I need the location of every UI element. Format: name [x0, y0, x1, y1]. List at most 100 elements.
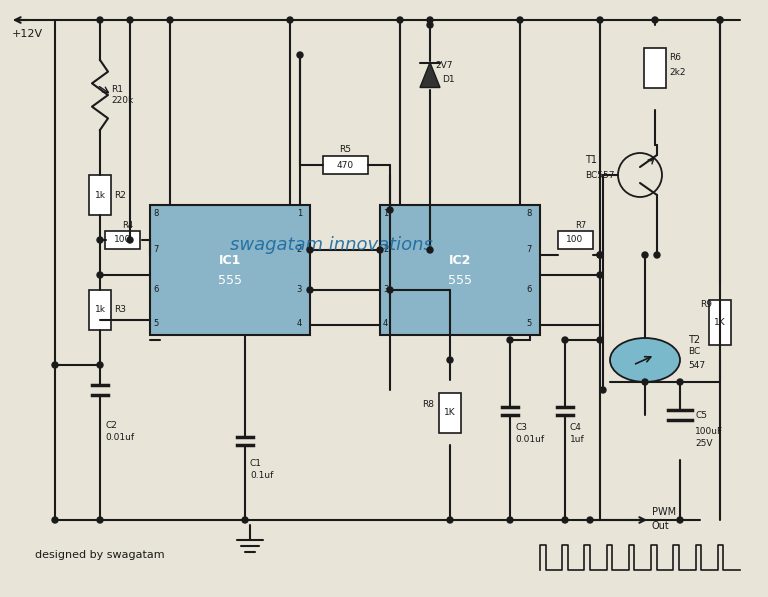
Text: 1: 1	[296, 208, 302, 217]
Text: swagatam innovations: swagatam innovations	[230, 236, 433, 254]
Bar	[89, 290, 111, 330]
Text: 100: 100	[114, 235, 131, 245]
Text: 1: 1	[383, 208, 389, 217]
Circle shape	[97, 272, 103, 278]
Circle shape	[447, 517, 453, 523]
Circle shape	[167, 17, 173, 23]
Text: 4: 4	[383, 319, 389, 328]
Text: D1: D1	[442, 75, 455, 85]
Text: 8: 8	[527, 208, 532, 217]
Circle shape	[597, 252, 603, 258]
Text: R5: R5	[339, 146, 351, 155]
Text: 1k: 1k	[94, 190, 105, 199]
Text: R7: R7	[575, 220, 586, 229]
Circle shape	[242, 517, 248, 523]
Text: 8: 8	[153, 208, 158, 217]
Circle shape	[517, 17, 523, 23]
Circle shape	[397, 17, 403, 23]
Text: 100uF: 100uF	[695, 426, 723, 435]
Circle shape	[307, 247, 313, 253]
Circle shape	[287, 17, 293, 23]
Circle shape	[127, 17, 133, 23]
Circle shape	[600, 387, 606, 393]
Text: 0.01uf: 0.01uf	[105, 433, 134, 442]
Text: C2: C2	[105, 420, 117, 429]
Circle shape	[652, 17, 658, 23]
Circle shape	[387, 287, 393, 293]
Circle shape	[97, 17, 103, 23]
Circle shape	[642, 252, 648, 258]
Bar	[709, 300, 731, 345]
Text: 470: 470	[336, 161, 353, 170]
Circle shape	[562, 517, 568, 523]
Text: 2k2: 2k2	[669, 68, 686, 77]
Text: T2: T2	[688, 335, 700, 345]
Circle shape	[597, 337, 603, 343]
Circle shape	[427, 247, 433, 253]
Polygon shape	[420, 63, 440, 88]
Text: 3: 3	[383, 285, 389, 294]
Circle shape	[597, 17, 603, 23]
Text: designed by swagatam: designed by swagatam	[35, 550, 164, 560]
Bar	[89, 175, 111, 215]
Text: R9: R9	[700, 300, 712, 309]
Circle shape	[677, 379, 683, 385]
Text: 1K: 1K	[714, 318, 726, 327]
Text: BC: BC	[688, 347, 700, 356]
Circle shape	[717, 17, 723, 23]
Circle shape	[377, 247, 383, 253]
Text: C5: C5	[695, 411, 707, 420]
Circle shape	[654, 252, 660, 258]
Text: IC1: IC1	[219, 254, 241, 266]
Text: 555: 555	[218, 273, 242, 287]
Text: 6: 6	[153, 285, 158, 294]
Text: 0.1uf: 0.1uf	[250, 470, 273, 479]
Circle shape	[642, 379, 648, 385]
Text: 1k: 1k	[94, 306, 105, 315]
Bar	[323, 156, 368, 174]
Text: 7: 7	[153, 245, 158, 254]
Ellipse shape	[610, 338, 680, 382]
Circle shape	[597, 252, 603, 258]
Text: C4: C4	[570, 423, 582, 432]
Text: 0.01uf: 0.01uf	[515, 435, 544, 444]
Text: +12V: +12V	[12, 29, 43, 39]
FancyBboxPatch shape	[380, 205, 540, 335]
Text: 2: 2	[383, 245, 389, 254]
Text: 6: 6	[527, 285, 532, 294]
Text: 100: 100	[566, 235, 584, 245]
Text: 7: 7	[527, 245, 532, 254]
Bar	[644, 48, 666, 88]
Text: 3: 3	[296, 285, 302, 294]
Circle shape	[507, 517, 513, 523]
Text: 2V7: 2V7	[435, 60, 452, 69]
Text: 4: 4	[296, 319, 302, 328]
Text: 555: 555	[448, 273, 472, 287]
Text: 5: 5	[153, 319, 158, 328]
Circle shape	[307, 287, 313, 293]
Text: 1uf: 1uf	[570, 435, 584, 444]
Text: 1K: 1K	[444, 408, 456, 417]
Circle shape	[427, 22, 433, 28]
Circle shape	[97, 517, 103, 523]
Text: R4: R4	[123, 220, 134, 229]
Text: IC2: IC2	[449, 254, 472, 266]
Circle shape	[297, 52, 303, 58]
Bar	[558, 231, 592, 249]
Text: 5: 5	[527, 319, 532, 328]
Circle shape	[387, 207, 393, 213]
Text: 547: 547	[688, 361, 705, 370]
Text: 25V: 25V	[695, 439, 713, 448]
Text: C1: C1	[250, 458, 262, 467]
Circle shape	[562, 337, 568, 343]
FancyBboxPatch shape	[150, 205, 310, 335]
Circle shape	[52, 362, 58, 368]
Text: R3: R3	[114, 306, 126, 315]
Text: 2: 2	[296, 245, 302, 254]
Text: C3: C3	[515, 423, 527, 432]
Text: R2: R2	[114, 190, 126, 199]
Circle shape	[507, 337, 513, 343]
Circle shape	[127, 237, 133, 243]
Circle shape	[52, 517, 58, 523]
Circle shape	[97, 362, 103, 368]
